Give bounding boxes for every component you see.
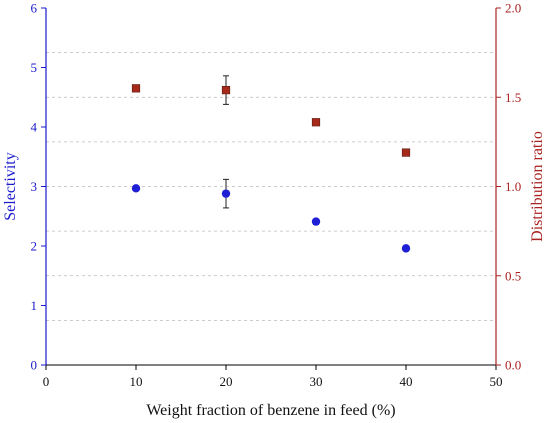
right-y-tick-label: 2.0: [505, 1, 521, 16]
right-y-axis-label: Distribution ratio: [529, 131, 546, 242]
distribution-ratio-point: [131, 84, 141, 93]
left-y-tick-label: 3: [31, 179, 38, 194]
distribution-ratio-point: [311, 118, 321, 127]
selectivity-point: [401, 244, 411, 253]
left-y-tick-label: 0: [31, 358, 38, 373]
x-tick-label: 10: [130, 374, 143, 389]
distribution-ratio-point: [221, 86, 231, 95]
right-y-tick-label: 0.0: [505, 358, 521, 373]
x-tick-label: 30: [310, 374, 323, 389]
selectivity-point: [311, 217, 321, 226]
left-y-axis-label: Selectivity: [2, 152, 19, 220]
x-tick-label: 40: [400, 374, 413, 389]
left-y-tick-label: 1: [31, 298, 38, 313]
grid-lines: [46, 52, 496, 321]
distribution-ratio-point: [401, 148, 411, 157]
left-y-tick-label: 6: [31, 1, 38, 16]
selectivity-point: [221, 189, 231, 198]
right-y-tick-label: 1.0: [505, 179, 521, 194]
x-tick-label: 0: [43, 374, 50, 389]
left-y-tick-label: 4: [31, 120, 38, 135]
right-y-tick-label: 1.5: [505, 90, 521, 105]
selectivity-point: [131, 184, 141, 193]
right-y-tick-label: 0.5: [505, 268, 521, 283]
data-marks: [131, 75, 411, 253]
tick-labels: 0 10 20 30 40 50 0 1 2 3 4 5 6 0.0 0.5 1.0 1.5 2.0: [31, 1, 522, 390]
left-y-tick-label: 5: [31, 60, 38, 75]
left-y-tick-label: 2: [31, 239, 38, 254]
tick-marks: [41, 7, 501, 370]
x-axis-label: Weight fraction of benzene in feed (%): [146, 402, 395, 419]
x-tick-label: 20: [220, 374, 233, 389]
x-tick-label: 50: [490, 374, 503, 389]
